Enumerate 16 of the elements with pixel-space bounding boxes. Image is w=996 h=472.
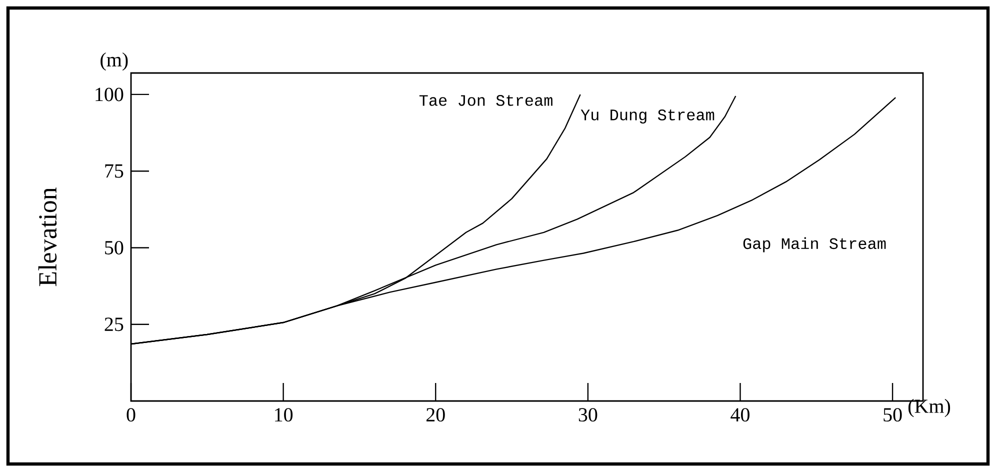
series-label: Gap Main Stream bbox=[743, 237, 886, 252]
x-tick-label: 20 bbox=[426, 408, 445, 422]
x-tick-label: 10 bbox=[275, 408, 293, 422]
series-label: Tae Jon Stream bbox=[419, 95, 552, 106]
y-tick-label: 100 bbox=[96, 88, 124, 102]
y-tick-label: 25 bbox=[104, 318, 124, 332]
x-axis-title: (Km) bbox=[908, 398, 950, 418]
series-label: Yu Dung Stream bbox=[580, 110, 714, 124]
x-tick-label: 0 bbox=[126, 408, 136, 422]
x-tick-label: 40 bbox=[730, 408, 750, 422]
x-tick-label: 30 bbox=[578, 408, 598, 422]
y-axis-title: Elevation bbox=[38, 188, 57, 286]
y-tick-label: 75 bbox=[105, 164, 124, 178]
y-tick-label: 50 bbox=[105, 240, 124, 254]
text: (m) bbox=[100, 52, 128, 71]
x-tick-label: 50 bbox=[884, 408, 902, 422]
